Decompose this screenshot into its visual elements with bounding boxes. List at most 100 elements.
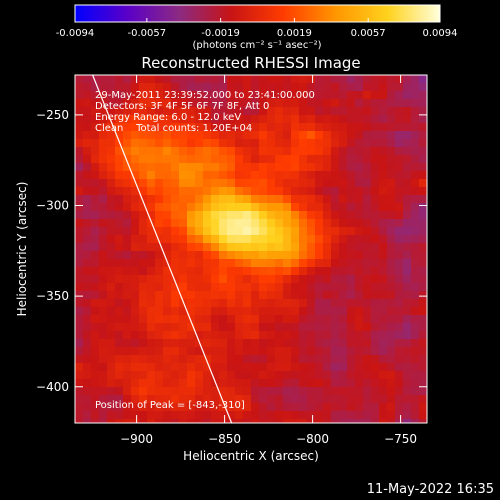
heatmap-cell — [323, 371, 332, 380]
heatmap-cell — [411, 323, 420, 332]
heatmap-cell — [187, 139, 196, 148]
heatmap-cell — [411, 403, 420, 412]
heatmap-cell — [219, 163, 228, 172]
heatmap-cell — [299, 339, 308, 348]
heatmap-cell — [235, 267, 244, 276]
heatmap-cell — [235, 339, 244, 348]
heatmap-cell — [323, 219, 332, 228]
heatmap-cell — [203, 131, 212, 140]
heatmap-cell — [75, 75, 84, 84]
heatmap-cell — [307, 299, 316, 308]
heatmap-cell — [411, 275, 420, 284]
heatmap-cell — [219, 411, 228, 420]
heatmap-cell — [259, 347, 268, 356]
heatmap-cell — [363, 147, 372, 156]
heatmap-cell — [211, 211, 220, 220]
heatmap-cell — [91, 107, 100, 116]
heatmap-cell — [267, 259, 276, 268]
heatmap-cell — [179, 251, 188, 260]
heatmap-cell — [371, 107, 380, 116]
heatmap-cell — [171, 83, 180, 92]
heatmap-cell — [139, 139, 148, 148]
heatmap-cell — [387, 275, 396, 284]
heatmap-image — [75, 75, 427, 423]
heatmap-cell — [411, 315, 420, 324]
y-tick-label: −350 — [36, 289, 69, 303]
heatmap-cell — [99, 299, 108, 308]
heatmap-cell — [371, 315, 380, 324]
heatmap-cell — [163, 75, 172, 84]
heatmap-cell — [155, 291, 164, 300]
heatmap-cell — [179, 379, 188, 388]
heatmap-cell — [107, 243, 116, 252]
heatmap-cell — [155, 155, 164, 164]
heatmap-cell — [283, 363, 292, 372]
heatmap-cell — [179, 219, 188, 228]
heatmap-cell — [91, 139, 100, 148]
heatmap-cell — [115, 355, 124, 364]
heatmap-cell — [275, 259, 284, 268]
heatmap-cell — [283, 283, 292, 292]
heatmap-cell — [411, 123, 420, 132]
heatmap-cell — [75, 243, 84, 252]
heatmap-cell — [179, 131, 188, 140]
heatmap-cell — [115, 195, 124, 204]
heatmap-cell — [187, 243, 196, 252]
heatmap-cell — [315, 275, 324, 284]
heatmap-cell — [107, 307, 116, 316]
heatmap-cell — [83, 347, 92, 356]
heatmap-cell — [355, 147, 364, 156]
heatmap-cell — [411, 171, 420, 180]
heatmap-cell — [115, 91, 124, 100]
heatmap-cell — [403, 115, 412, 124]
heatmap-cell — [203, 355, 212, 364]
heatmap-cell — [395, 195, 404, 204]
x-tick-label: −750 — [384, 432, 417, 446]
heatmap-cell — [331, 155, 340, 164]
heatmap-cell — [219, 179, 228, 188]
heatmap-cell — [163, 115, 172, 124]
heatmap-cell — [323, 283, 332, 292]
heatmap-cell — [171, 131, 180, 140]
heatmap-cell — [203, 203, 212, 212]
heatmap-cell — [195, 115, 204, 124]
heatmap-cell — [259, 107, 268, 116]
heatmap-cell — [107, 259, 116, 268]
heatmap-cell — [371, 99, 380, 108]
heatmap-cell — [243, 347, 252, 356]
heatmap-cell — [307, 123, 316, 132]
heatmap-cell — [107, 203, 116, 212]
heatmap-cell — [211, 267, 220, 276]
heatmap-cell — [203, 347, 212, 356]
heatmap-cell — [91, 243, 100, 252]
heatmap-cell — [131, 387, 140, 396]
heatmap-cell — [75, 203, 84, 212]
heatmap-cell — [123, 123, 132, 132]
heatmap-cell — [331, 347, 340, 356]
heatmap-cell — [339, 355, 348, 364]
heatmap-cell — [171, 155, 180, 164]
heatmap-cell — [275, 379, 284, 388]
heatmap-cell — [99, 251, 108, 260]
heatmap-cell — [219, 235, 228, 244]
heatmap-cell — [83, 307, 92, 316]
heatmap-cell — [107, 283, 116, 292]
heatmap-cell — [307, 315, 316, 324]
heatmap-cell — [187, 283, 196, 292]
heatmap-cell — [411, 227, 420, 236]
heatmap-cell — [347, 339, 356, 348]
heatmap-cell — [203, 371, 212, 380]
heatmap-cell — [75, 187, 84, 196]
heatmap-cell — [291, 115, 300, 124]
heatmap-cell — [195, 155, 204, 164]
heatmap-cell — [315, 323, 324, 332]
heatmap-cell — [315, 331, 324, 340]
heatmap-cell — [371, 139, 380, 148]
heatmap-cell — [203, 219, 212, 228]
heatmap-cell — [251, 75, 260, 84]
heatmap-cell — [371, 411, 380, 420]
heatmap-cell — [83, 123, 92, 132]
heatmap-cell — [379, 163, 388, 172]
heatmap-cell — [291, 411, 300, 420]
heatmap-cell — [419, 91, 427, 100]
